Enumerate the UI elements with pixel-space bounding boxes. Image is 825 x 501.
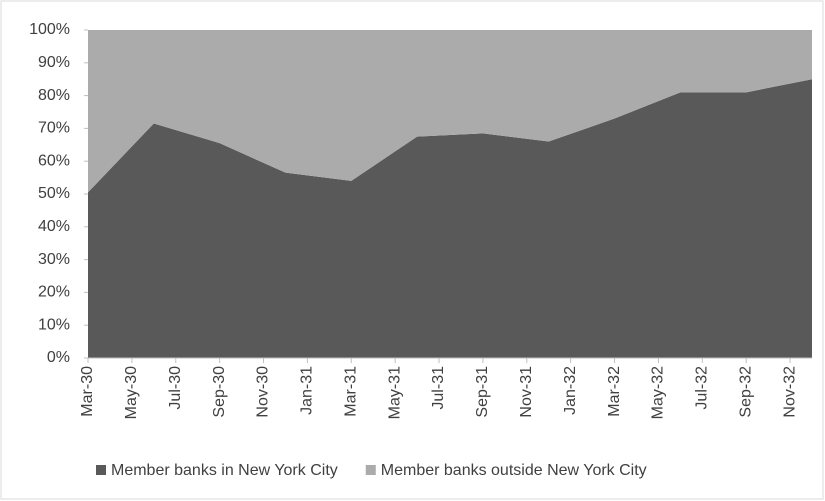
legend-label: Member banks outside New York City <box>381 462 647 479</box>
y-tick-label: 50% <box>38 185 70 202</box>
y-tick-label: 10% <box>38 316 70 333</box>
x-tick-label: Jul-31 <box>430 366 447 410</box>
x-tick-label: Jul-32 <box>694 366 711 410</box>
x-tick-label: Sep-31 <box>474 366 491 418</box>
y-tick-label: 30% <box>38 251 70 268</box>
y-tick-label: 40% <box>38 218 70 235</box>
x-tick-label: May-32 <box>650 366 667 419</box>
x-tick-label: Jan-31 <box>299 366 316 415</box>
area <box>88 79 812 358</box>
x-tick-label: Sep-30 <box>211 366 228 418</box>
x-tick-label: Mar-31 <box>342 366 359 417</box>
y-tick-label: 100% <box>29 21 70 38</box>
x-tick-label: Sep-32 <box>737 366 754 418</box>
legend-label: Member banks in New York City <box>111 462 338 479</box>
x-tick-label: Nov-31 <box>518 366 535 418</box>
legend-swatch <box>365 465 376 475</box>
y-tick-label: 70% <box>38 120 70 137</box>
y-tick-label: 90% <box>38 54 70 71</box>
x-tick-label: Mar-32 <box>606 366 623 417</box>
y-tick-label: 20% <box>38 284 70 301</box>
x-tick-label: Mar-30 <box>79 366 96 417</box>
y-tick-label: 0% <box>47 349 70 366</box>
x-tick-label: May-30 <box>123 366 140 419</box>
area <box>88 30 812 193</box>
y-tick-label: 80% <box>38 87 70 104</box>
x-tick-label: Jul-30 <box>167 366 184 410</box>
x-tick-label: Nov-30 <box>255 366 272 418</box>
x-tick-label: Jan-32 <box>562 366 579 415</box>
x-tick-label: May-31 <box>386 366 403 419</box>
x-tick-label: Nov-32 <box>781 366 798 418</box>
legend-swatch <box>96 465 106 475</box>
y-tick-label: 60% <box>38 152 70 169</box>
